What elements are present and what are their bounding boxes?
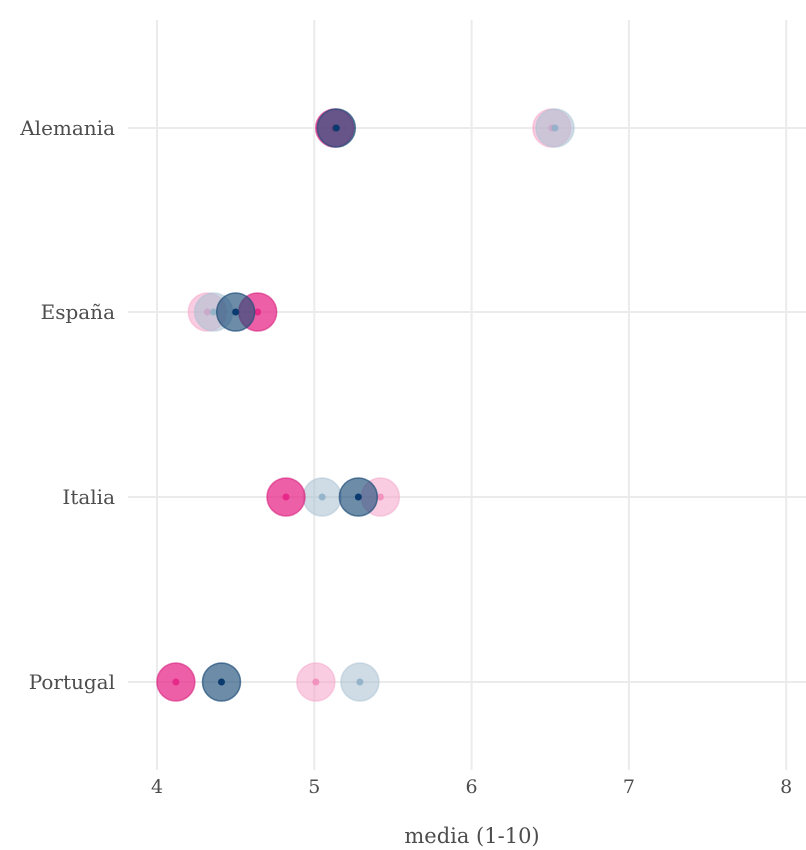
- x-tick-label-7: 7: [623, 776, 635, 798]
- category-labels: Alemania España Italia Portugal: [19, 116, 115, 694]
- category-label-1: España: [41, 300, 115, 324]
- x-tick-labels: 4 5 6 7 8: [151, 776, 792, 798]
- point-center-blue-solid-1: [232, 308, 240, 316]
- x-axis-title: media (1-10): [404, 824, 539, 848]
- category-label-0: Alemania: [19, 116, 115, 140]
- point-center-blue-faded-2: [318, 493, 326, 501]
- point-center-pink-solid-2: [282, 493, 290, 501]
- point-center-pink-faded-3: [312, 678, 320, 686]
- point-center-pink-faded-2: [376, 493, 384, 501]
- data-points: [156, 108, 575, 702]
- point-center-blue-faded-1: [210, 308, 218, 316]
- point-center-blue-solid-0: [332, 124, 340, 132]
- x-gridlines: [156, 20, 788, 770]
- x-tick-label-5: 5: [308, 776, 320, 798]
- point-center-pink-solid-3: [172, 678, 180, 686]
- x-tick-label-8: 8: [780, 776, 792, 798]
- y-gridlines: [128, 127, 806, 683]
- category-label-3: Portugal: [29, 670, 115, 694]
- point-center-pink-solid-1: [254, 308, 262, 316]
- point-center-blue-solid-2: [354, 493, 362, 501]
- category-label-2: Italia: [62, 485, 115, 509]
- x-tick-label-4: 4: [151, 776, 163, 798]
- point-center-blue-faded-3: [356, 678, 364, 686]
- point-center-blue-solid-3: [217, 678, 225, 686]
- point-center-blue-faded-0: [551, 124, 559, 132]
- x-tick-label-6: 6: [466, 776, 478, 798]
